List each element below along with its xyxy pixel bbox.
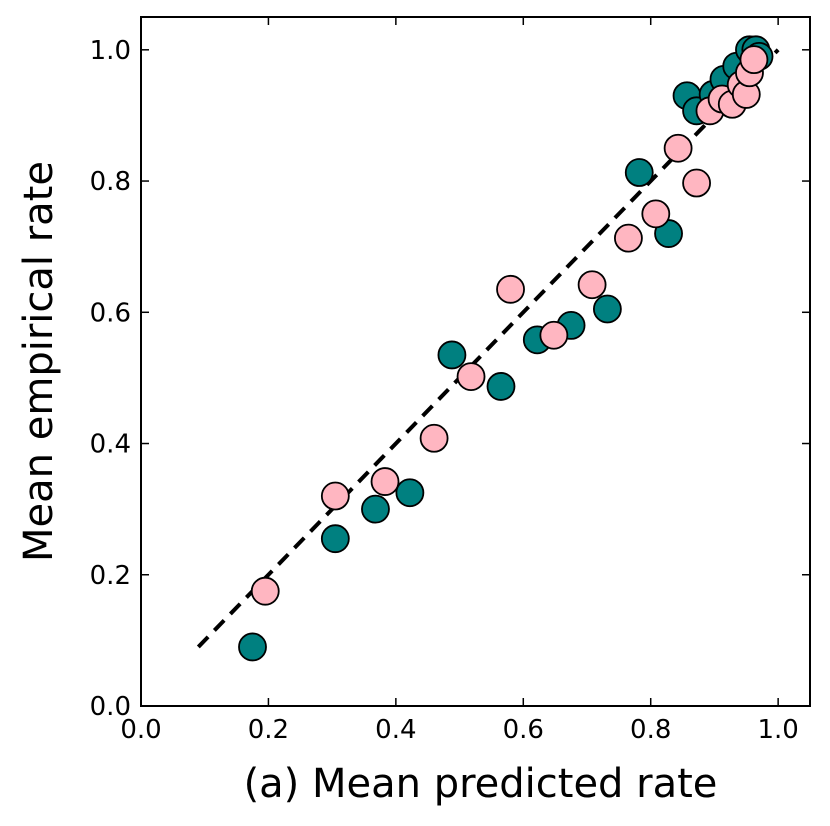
y-tick-label: 1.0	[90, 36, 131, 66]
point-pink-3	[419, 423, 449, 453]
point-pink-7	[577, 270, 607, 300]
y-tick-label: 0.0	[90, 692, 131, 722]
y-tick-label: 0.4	[90, 430, 131, 460]
point-pink-0	[250, 576, 280, 606]
x-axis-label: (a) Mean predicted rate	[244, 761, 718, 807]
y-tick-label: 0.2	[90, 561, 131, 591]
point-teal-8	[592, 294, 622, 324]
x-tick-label: 0.0	[120, 715, 161, 745]
x-tick-label: 0.8	[630, 715, 671, 745]
plot-frame	[140, 16, 811, 707]
point-teal-1	[320, 524, 350, 554]
y-axis-label: Mean empirical rate	[16, 161, 62, 562]
point-pink-2	[370, 467, 400, 496]
point-pink-6	[539, 320, 569, 350]
point-teal-0	[238, 632, 267, 662]
x-tick-label: 0.2	[248, 715, 289, 745]
point-pink-1	[320, 481, 350, 511]
point-pink-11	[682, 168, 711, 198]
x-tick-label: 0.6	[503, 715, 544, 745]
reference-diagonal-line	[196, 48, 780, 649]
point-teal-4	[437, 340, 467, 370]
y-tick-label: 0.8	[90, 167, 131, 197]
point-pink-4	[456, 362, 486, 391]
point-pink-5	[496, 274, 525, 304]
point-pink-10	[663, 133, 693, 163]
point-teal-9	[624, 158, 654, 187]
x-tick-label: 1.0	[757, 715, 798, 745]
point-teal-3	[395, 478, 425, 508]
point-pink-8	[614, 223, 643, 253]
y-tick-label: 0.6	[90, 298, 131, 328]
point-pink-18	[739, 45, 769, 75]
point-pink-9	[641, 199, 671, 229]
point-teal-2	[361, 494, 390, 524]
x-tick-label: 0.4	[375, 715, 416, 745]
point-teal-5	[486, 372, 516, 401]
